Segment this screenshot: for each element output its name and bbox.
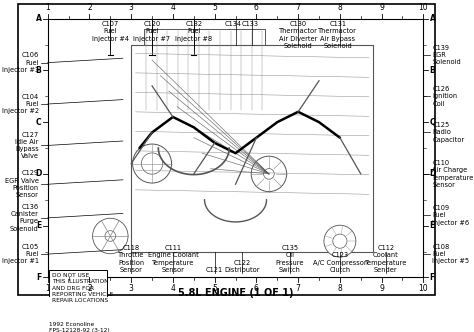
Bar — [49, 270, 107, 318]
Bar — [48, 19, 423, 277]
Text: C120
Fuel
Injector #7: C120 Fuel Injector #7 — [134, 21, 171, 42]
Text: C118
Throttle
Position
Sensor: C118 Throttle Position Sensor — [118, 245, 145, 273]
Text: C108
Fuel
Injector #5: C108 Fuel Injector #5 — [432, 244, 469, 264]
Text: 3: 3 — [129, 284, 134, 292]
Text: F: F — [429, 273, 435, 282]
Text: C123
A/C Compressor
Clutch: C123 A/C Compressor Clutch — [313, 252, 367, 273]
Circle shape — [133, 144, 172, 183]
Text: 6: 6 — [254, 284, 259, 292]
Text: C111
Engine Coolant
Temperature
Sensor: C111 Engine Coolant Temperature Sensor — [147, 245, 198, 273]
Text: C131
Thermactor
Air Bypass
Solenoid: C131 Thermactor Air Bypass Solenoid — [319, 21, 357, 49]
Text: 4: 4 — [171, 3, 175, 13]
Circle shape — [92, 218, 128, 254]
Text: C139
EGR
Solenoid: C139 EGR Solenoid — [432, 44, 461, 65]
Text: D: D — [35, 169, 42, 178]
Text: C132
Fuel
Injector #8: C132 Fuel Injector #8 — [175, 21, 212, 42]
Text: 1: 1 — [46, 3, 50, 13]
Text: 2: 2 — [87, 284, 92, 292]
Text: E: E — [429, 221, 435, 230]
Text: 5.8L ENGINE (1 OF 1): 5.8L ENGINE (1 OF 1) — [178, 288, 293, 298]
Text: C133: C133 — [242, 21, 259, 27]
Text: 5: 5 — [212, 3, 217, 13]
Text: 7: 7 — [296, 3, 301, 13]
Text: C107
Fuel
Injector #4: C107 Fuel Injector #4 — [92, 21, 129, 42]
Text: 10: 10 — [419, 3, 428, 13]
Text: 6: 6 — [254, 3, 259, 13]
Text: C110
Air Charge
Temperature
Sensor: C110 Air Charge Temperature Sensor — [432, 160, 474, 188]
Text: B: B — [429, 66, 435, 75]
Text: A: A — [36, 14, 42, 23]
Text: B: B — [36, 66, 42, 75]
Circle shape — [105, 231, 116, 241]
Text: C134: C134 — [225, 21, 242, 27]
Text: 1992 Econoline
FPS-12128-92 (3-12): 1992 Econoline FPS-12128-92 (3-12) — [49, 322, 110, 332]
Text: 2: 2 — [87, 3, 92, 13]
Text: 5: 5 — [212, 284, 217, 292]
Text: 8: 8 — [337, 284, 342, 292]
Bar — [131, 44, 374, 252]
Text: A: A — [429, 14, 436, 23]
Text: C126
Ignition
Coil: C126 Ignition Coil — [432, 86, 457, 107]
Circle shape — [141, 153, 163, 174]
Circle shape — [264, 169, 274, 179]
Bar — [144, 29, 265, 112]
Text: C136
Canister
Purge
Solenoid: C136 Canister Purge Solenoid — [10, 204, 39, 232]
Text: E: E — [36, 221, 42, 230]
Text: C122
Distributor: C122 Distributor — [224, 260, 260, 273]
Text: C121: C121 — [206, 267, 223, 273]
Text: C129
EGR Valve
Position
Sensor: C129 EGR Valve Position Sensor — [5, 170, 39, 198]
Text: 8: 8 — [337, 3, 342, 13]
Text: C109
Fuel
Injector #6: C109 Fuel Injector #6 — [432, 205, 469, 225]
Text: C: C — [36, 118, 42, 126]
Text: 1: 1 — [46, 284, 50, 292]
Circle shape — [333, 234, 347, 248]
Text: C112
Coolant
Temperature
Sender: C112 Coolant Temperature Sender — [365, 245, 407, 273]
Circle shape — [251, 156, 287, 192]
Text: C104
Fuel
Injector #2: C104 Fuel Injector #2 — [2, 94, 39, 114]
Text: 7: 7 — [296, 284, 301, 292]
Text: C125
Radio
Capacitor: C125 Radio Capacitor — [432, 122, 465, 143]
Text: D: D — [429, 169, 436, 178]
Text: 3: 3 — [129, 3, 134, 13]
Text: C105
Fuel
Injector #1: C105 Fuel Injector #1 — [2, 244, 39, 264]
Text: C130
Thermactor
Air Diverter
Solenoid: C130 Thermactor Air Diverter Solenoid — [279, 21, 318, 49]
Text: 9: 9 — [379, 284, 384, 292]
Text: 9: 9 — [379, 3, 384, 13]
Text: DO NOT USE
THIS ILLUSTRATION
AND DRG FOR
REPORTING VEHICLE
REPAIR LOCATIONS: DO NOT USE THIS ILLUSTRATION AND DRG FOR… — [52, 273, 113, 303]
Text: C135
Oil
Pressure
Switch: C135 Oil Pressure Switch — [275, 245, 304, 273]
Text: F: F — [36, 273, 42, 282]
Text: C106
Fuel
Injector #3: C106 Fuel Injector #3 — [2, 52, 39, 73]
Text: C127
Idle Air
Bypass
Valve: C127 Idle Air Bypass Valve — [15, 131, 39, 159]
Circle shape — [324, 225, 356, 257]
Text: C: C — [429, 118, 435, 126]
Text: 4: 4 — [171, 284, 175, 292]
Text: 10: 10 — [419, 284, 428, 292]
